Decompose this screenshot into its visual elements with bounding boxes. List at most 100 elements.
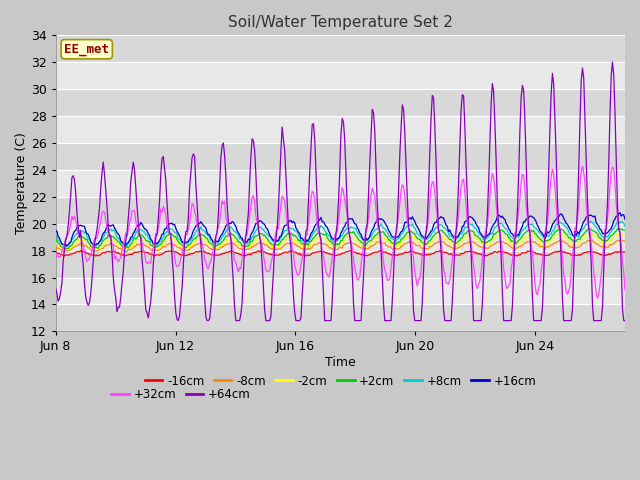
+64cm (609, 59, 616, 65)
Line: +16cm: +16cm (56, 213, 625, 246)
+32cm (302, 231, 310, 237)
Line: +32cm: +32cm (56, 166, 625, 299)
+8cm (342, 226, 350, 232)
-8cm (564, 241, 572, 247)
Line: +64cm: +64cm (56, 62, 625, 321)
+16cm (621, 216, 629, 222)
+8cm (534, 227, 541, 233)
+2cm (563, 231, 570, 237)
Bar (56, 62, 625, 89)
+8cm (621, 224, 629, 229)
-16cm (305, 252, 312, 258)
Bar (56, 197, 625, 224)
Bar (56, 170, 625, 197)
+8cm (52, 232, 60, 238)
+32cm (579, 163, 586, 169)
+32cm (532, 290, 540, 296)
Line: +2cm: +2cm (56, 228, 625, 249)
-2cm (621, 233, 629, 239)
+2cm (352, 233, 360, 239)
Line: -16cm: -16cm (56, 251, 625, 256)
-2cm (52, 240, 60, 246)
+32cm (351, 265, 358, 271)
Line: -2cm: -2cm (56, 234, 625, 250)
-16cm (77, 248, 84, 253)
-8cm (342, 240, 350, 246)
-2cm (563, 236, 570, 241)
-16cm (344, 249, 351, 254)
+32cm (331, 233, 339, 239)
+32cm (341, 197, 349, 203)
-16cm (535, 251, 543, 257)
+2cm (332, 242, 340, 248)
-16cm (353, 251, 361, 257)
+64cm (175, 318, 182, 324)
+16cm (563, 220, 570, 226)
-2cm (352, 237, 360, 243)
Bar (56, 89, 625, 116)
-8cm (332, 247, 340, 252)
Text: EE_met: EE_met (64, 43, 109, 56)
+32cm (621, 288, 629, 293)
+64cm (563, 318, 570, 324)
+8cm (303, 237, 311, 243)
+32cm (561, 277, 569, 283)
+32cm (594, 296, 602, 301)
-16cm (564, 251, 572, 256)
-8cm (303, 247, 311, 252)
+8cm (62, 244, 70, 250)
Bar (56, 143, 625, 170)
+32cm (52, 249, 60, 255)
Line: -8cm: -8cm (56, 240, 625, 252)
Bar (56, 224, 625, 251)
+2cm (52, 236, 60, 242)
+16cm (52, 228, 60, 234)
-16cm (52, 249, 60, 254)
+2cm (342, 232, 350, 238)
-2cm (332, 243, 340, 249)
Bar (56, 277, 625, 304)
+64cm (621, 318, 629, 324)
-16cm (333, 252, 341, 258)
-2cm (534, 237, 541, 243)
+16cm (63, 243, 71, 249)
+2cm (303, 241, 311, 247)
X-axis label: Time: Time (325, 356, 356, 369)
Title: Soil/Water Temperature Set 2: Soil/Water Temperature Set 2 (228, 15, 452, 30)
+2cm (61, 246, 68, 252)
+64cm (534, 318, 541, 324)
+64cm (332, 231, 340, 237)
Legend: +32cm, +64cm: +32cm, +64cm (106, 383, 255, 406)
+8cm (352, 226, 360, 232)
+8cm (563, 224, 570, 230)
+16cm (332, 238, 340, 243)
+16cm (352, 221, 360, 227)
+64cm (352, 318, 360, 324)
+8cm (588, 218, 595, 224)
-8cm (534, 242, 541, 248)
+2cm (534, 233, 541, 239)
Bar (56, 36, 625, 62)
-2cm (588, 231, 595, 237)
+16cm (616, 210, 624, 216)
-16cm (621, 249, 629, 255)
-8cm (621, 239, 629, 244)
-2cm (342, 235, 350, 241)
Line: +8cm: +8cm (56, 221, 625, 247)
+16cm (534, 222, 541, 228)
-8cm (52, 242, 60, 248)
+16cm (303, 239, 311, 244)
+8cm (332, 238, 340, 244)
-2cm (303, 243, 311, 249)
-8cm (121, 249, 129, 254)
Bar (56, 304, 625, 331)
+2cm (616, 226, 624, 231)
-16cm (241, 253, 248, 259)
+64cm (342, 170, 350, 176)
+2cm (621, 228, 629, 233)
-8cm (352, 241, 360, 247)
-2cm (61, 247, 68, 252)
+64cm (303, 226, 311, 232)
-8cm (557, 237, 565, 243)
Y-axis label: Temperature (C): Temperature (C) (15, 132, 28, 234)
